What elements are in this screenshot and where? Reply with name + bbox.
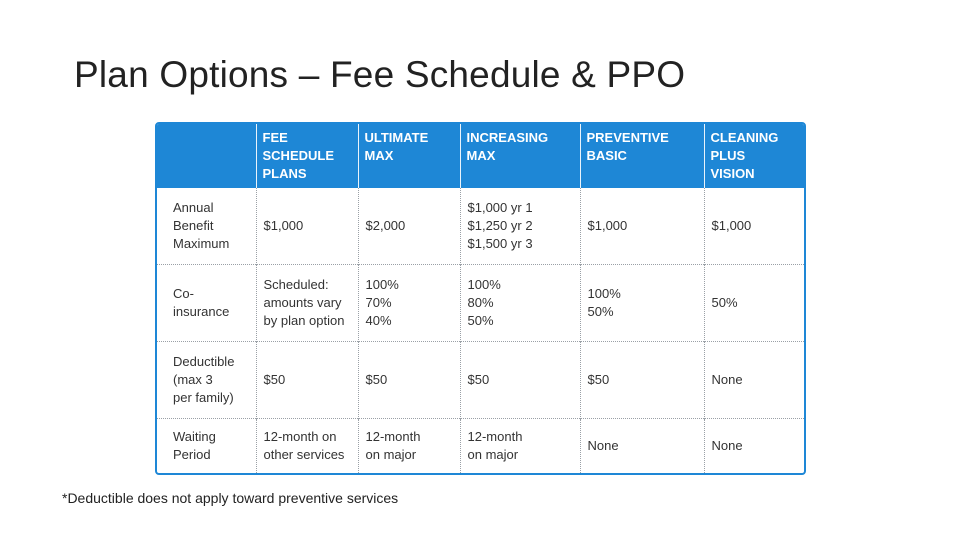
header-cleaning-plus-vision: CLEANING PLUS VISION	[703, 124, 804, 188]
table-cell: 100% 50%	[579, 263, 704, 342]
table-cell: 12-month on other services	[255, 418, 358, 473]
header-preventive-basic: PREVENTIVE BASIC	[579, 124, 704, 188]
table-cell: $1,000	[255, 188, 358, 265]
table-cell: 12-month on major	[459, 418, 580, 473]
table-cell: 100% 80% 50%	[459, 263, 580, 342]
table-header-row: FEE SCHEDULE PLANS ULTIMATE MAX INCREASI…	[157, 124, 804, 188]
table-row-co-insurance: Co- insurance Scheduled: amounts vary by…	[157, 263, 804, 342]
table-cell: $50	[459, 340, 580, 419]
table-cell: Scheduled: amounts vary by plan option	[255, 263, 358, 342]
table-cell: 100% 70% 40%	[357, 263, 460, 342]
row-label: Deductible (max 3 per family)	[157, 340, 256, 419]
table-row-deductible: Deductible (max 3 per family) $50 $50 $5…	[157, 340, 804, 419]
table-cell: None	[703, 418, 804, 473]
table-cell: $50	[579, 340, 704, 419]
table-cell: 12-month on major	[357, 418, 460, 473]
slide-title: Plan Options – Fee Schedule & PPO	[74, 54, 686, 95]
table-cell: $1,000 yr 1 $1,250 yr 2 $1,500 yr 3	[459, 188, 580, 265]
table-cell: 50%	[703, 263, 804, 342]
header-fee-schedule-plans: FEE SCHEDULE PLANS	[255, 124, 358, 188]
plan-options-table: FEE SCHEDULE PLANS ULTIMATE MAX INCREASI…	[157, 124, 804, 473]
footnote: *Deductible does not apply toward preven…	[62, 490, 399, 506]
row-label: Annual Benefit Maximum	[173, 199, 230, 251]
table-cell: $1,000	[579, 188, 704, 265]
row-label: Waiting Period	[157, 418, 256, 473]
table-cell: None	[703, 340, 804, 419]
table-cell: $50	[357, 340, 460, 419]
table-cell: None	[579, 418, 704, 473]
table-row-annual-benefit-maximum: Annual Benefit Maximum $1,000 $2,000 $1,…	[157, 188, 804, 265]
header-ultimate-max: ULTIMATE MAX	[357, 124, 460, 188]
table-row-waiting-period: Waiting Period 12-month on other service…	[157, 418, 804, 473]
table-cell: $1,000	[703, 188, 804, 265]
row-label: Co- insurance	[157, 263, 256, 342]
table-cell: $2,000	[357, 188, 460, 265]
table-cell: $50	[255, 340, 358, 419]
plan-options-table-frame: FEE SCHEDULE PLANS ULTIMATE MAX INCREASI…	[155, 122, 806, 475]
header-corner-cell	[157, 124, 256, 188]
header-increasing-max: INCREASING MAX	[459, 124, 580, 188]
